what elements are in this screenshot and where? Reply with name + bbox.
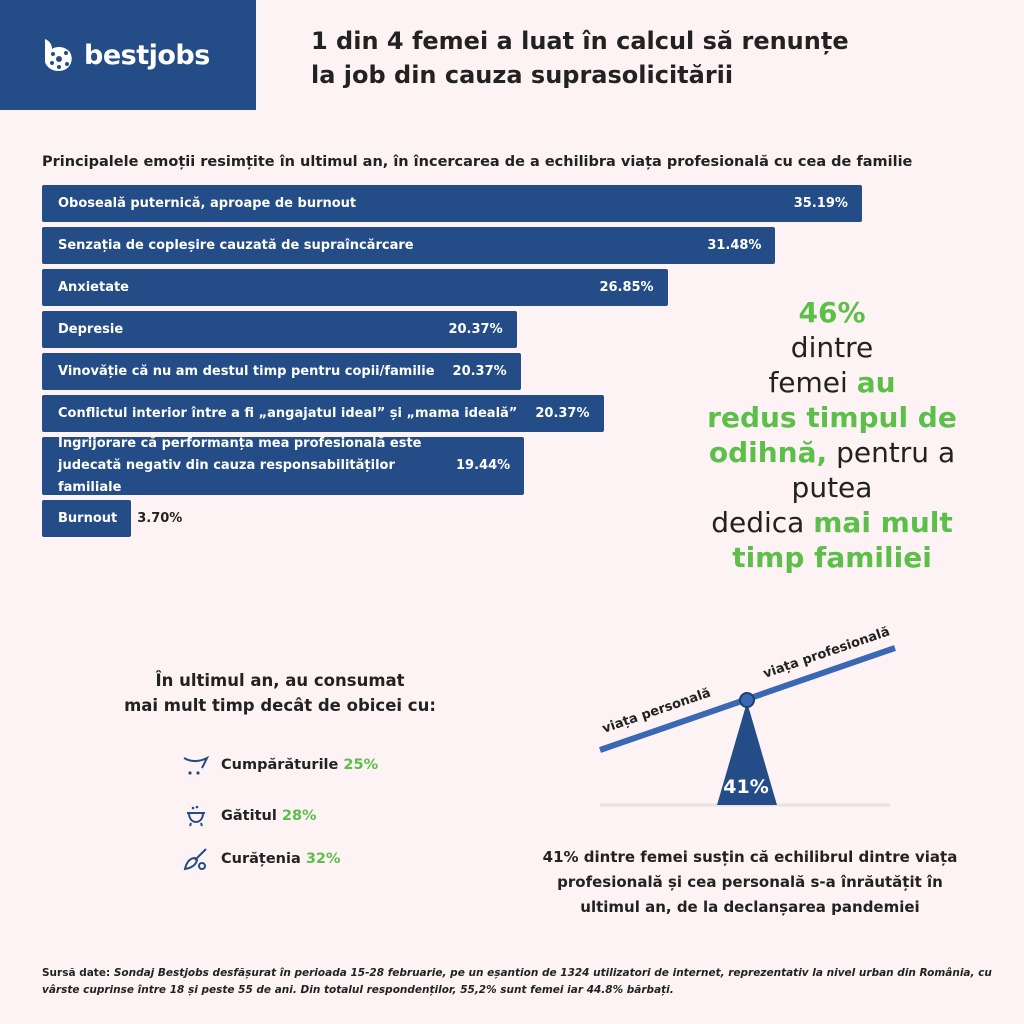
seesaw-illustration: 41% viața personală viața profesională (599, 624, 896, 807)
bar-row: Depresie 20.37% (42, 311, 862, 348)
bar: Conflictul interior între a fi „angajatu… (42, 395, 604, 432)
callout-text: femei (768, 366, 848, 399)
page-title: 1 din 4 femei a luat în calcul să renunț… (311, 24, 849, 92)
bar-label: Oboseală puternică, aproape de burnout (58, 196, 357, 211)
callout-text: pentru a putea (791, 436, 956, 504)
bar-label: Îngrijorare că performanța mea profesion… (58, 436, 422, 495)
bar-label: Anxietate (58, 280, 129, 295)
callout-text: au (856, 366, 896, 399)
bar-row: Conflictul interior între a fi „angajatu… (42, 395, 862, 432)
pivot (739, 692, 755, 708)
bar: Vinovăție că nu am destul timp pentru co… (42, 353, 521, 390)
activity-label: Cumpărăturile (221, 757, 339, 773)
shopping-cart-icon (183, 755, 209, 775)
bar-row: Anxietate 26.85% (42, 269, 862, 306)
bestjobs-logo-icon (45, 39, 72, 72)
bar-row: Îngrijorare că performanța mea profesion… (42, 436, 862, 495)
bar-value: 31.48% (707, 238, 762, 253)
activity-pct: 25% (343, 757, 379, 773)
bar-chart: Oboseală puternică, aproape de burnout 35… (42, 185, 862, 542)
source-text: Sondaj Bestjobs desfășurat în perioada 1… (42, 967, 992, 996)
bar-value: 19.44% (456, 458, 511, 473)
callout-text: dedica (711, 506, 805, 539)
bar-row: Oboseală puternică, aproape de burnout 35… (42, 185, 862, 222)
activity-label: Gătitul (221, 808, 277, 824)
callout-text: odihnă, (708, 436, 828, 469)
callout-text: mai mult (813, 506, 953, 539)
title-line: la job din cauza suprasolicitării (311, 61, 734, 89)
title-line: 1 din 4 femei a luat în calcul să renunț… (311, 27, 849, 55)
callout-text: dintre (790, 331, 874, 364)
callout-pct: 46% (798, 296, 866, 329)
heading-line: mai mult timp decât de obicei cu: (124, 696, 436, 715)
bar-value: 35.19% (793, 196, 848, 211)
activity-pct: 28% (281, 808, 317, 824)
bar: Depresie 20.37% (42, 311, 517, 348)
bar-row: Vinovăție că nu am destul timp pentru co… (42, 353, 862, 390)
activity-pct: 32% (305, 851, 341, 867)
heading-line: În ultimul an, au consumat (155, 671, 405, 690)
callout-text: redus timpul de (707, 401, 957, 434)
footer-source: Sursă date: Sondaj Bestjobs desfășurat î… (42, 965, 992, 999)
brand-name: bestjobs (84, 39, 210, 71)
bar-row: Burnout 3.70% (42, 500, 862, 537)
bar: Îngrijorare că performanța mea profesion… (42, 436, 525, 495)
callout-46: 46% dintre femei au redus timpul de odih… (672, 295, 992, 575)
bar-row: Senzația de copleșire cauzată de supraîn… (42, 227, 862, 264)
seesaw-pct: 41% (723, 776, 768, 798)
fulcrum (717, 702, 777, 805)
chart-title: Principalele emoții resimțite în ultimul… (42, 154, 913, 170)
bar-value: 26.85% (599, 280, 654, 295)
seesaw-description: 41% dintre femei susțin că echilibrul di… (542, 848, 958, 916)
cleaning-brush-icon (183, 848, 207, 871)
bar: Anxietate 26.85% (42, 269, 668, 306)
bar-value: 20.37% (535, 406, 590, 421)
bar: Senzația de copleșire cauzată de supraîn… (42, 227, 776, 264)
activity-shopping: Cumpărăturile 25% (183, 754, 378, 776)
bar-label: Burnout (58, 511, 118, 526)
activity-cooking: Gătitul 28% (183, 805, 317, 827)
bar-value: 20.37% (448, 322, 503, 337)
bar-label: Conflictul interior între a fi „angajatu… (58, 406, 518, 421)
bar: Oboseală puternică, aproape de burnout 35… (42, 185, 862, 222)
bar-label: Senzația de copleșire cauzată de supraîn… (58, 238, 414, 253)
consumption-heading: În ultimul an, au consumat mai mult timp… (110, 668, 450, 718)
source-label: Sursă date: (42, 967, 111, 979)
bar: Burnout (42, 500, 132, 537)
activity-label: Curățenia (221, 851, 301, 867)
cooking-pot-icon (187, 805, 205, 827)
callout-text: timp familiei (732, 541, 932, 574)
bar-value: 3.70% (137, 511, 183, 526)
brand-logo: bestjobs (0, 0, 256, 110)
activity-cleaning: Curățenia 32% (183, 847, 341, 871)
bar-label: Vinovăție că nu am destul timp pentru co… (58, 364, 435, 379)
bar-value: 20.37% (452, 364, 507, 379)
bar-label: Depresie (58, 322, 124, 337)
